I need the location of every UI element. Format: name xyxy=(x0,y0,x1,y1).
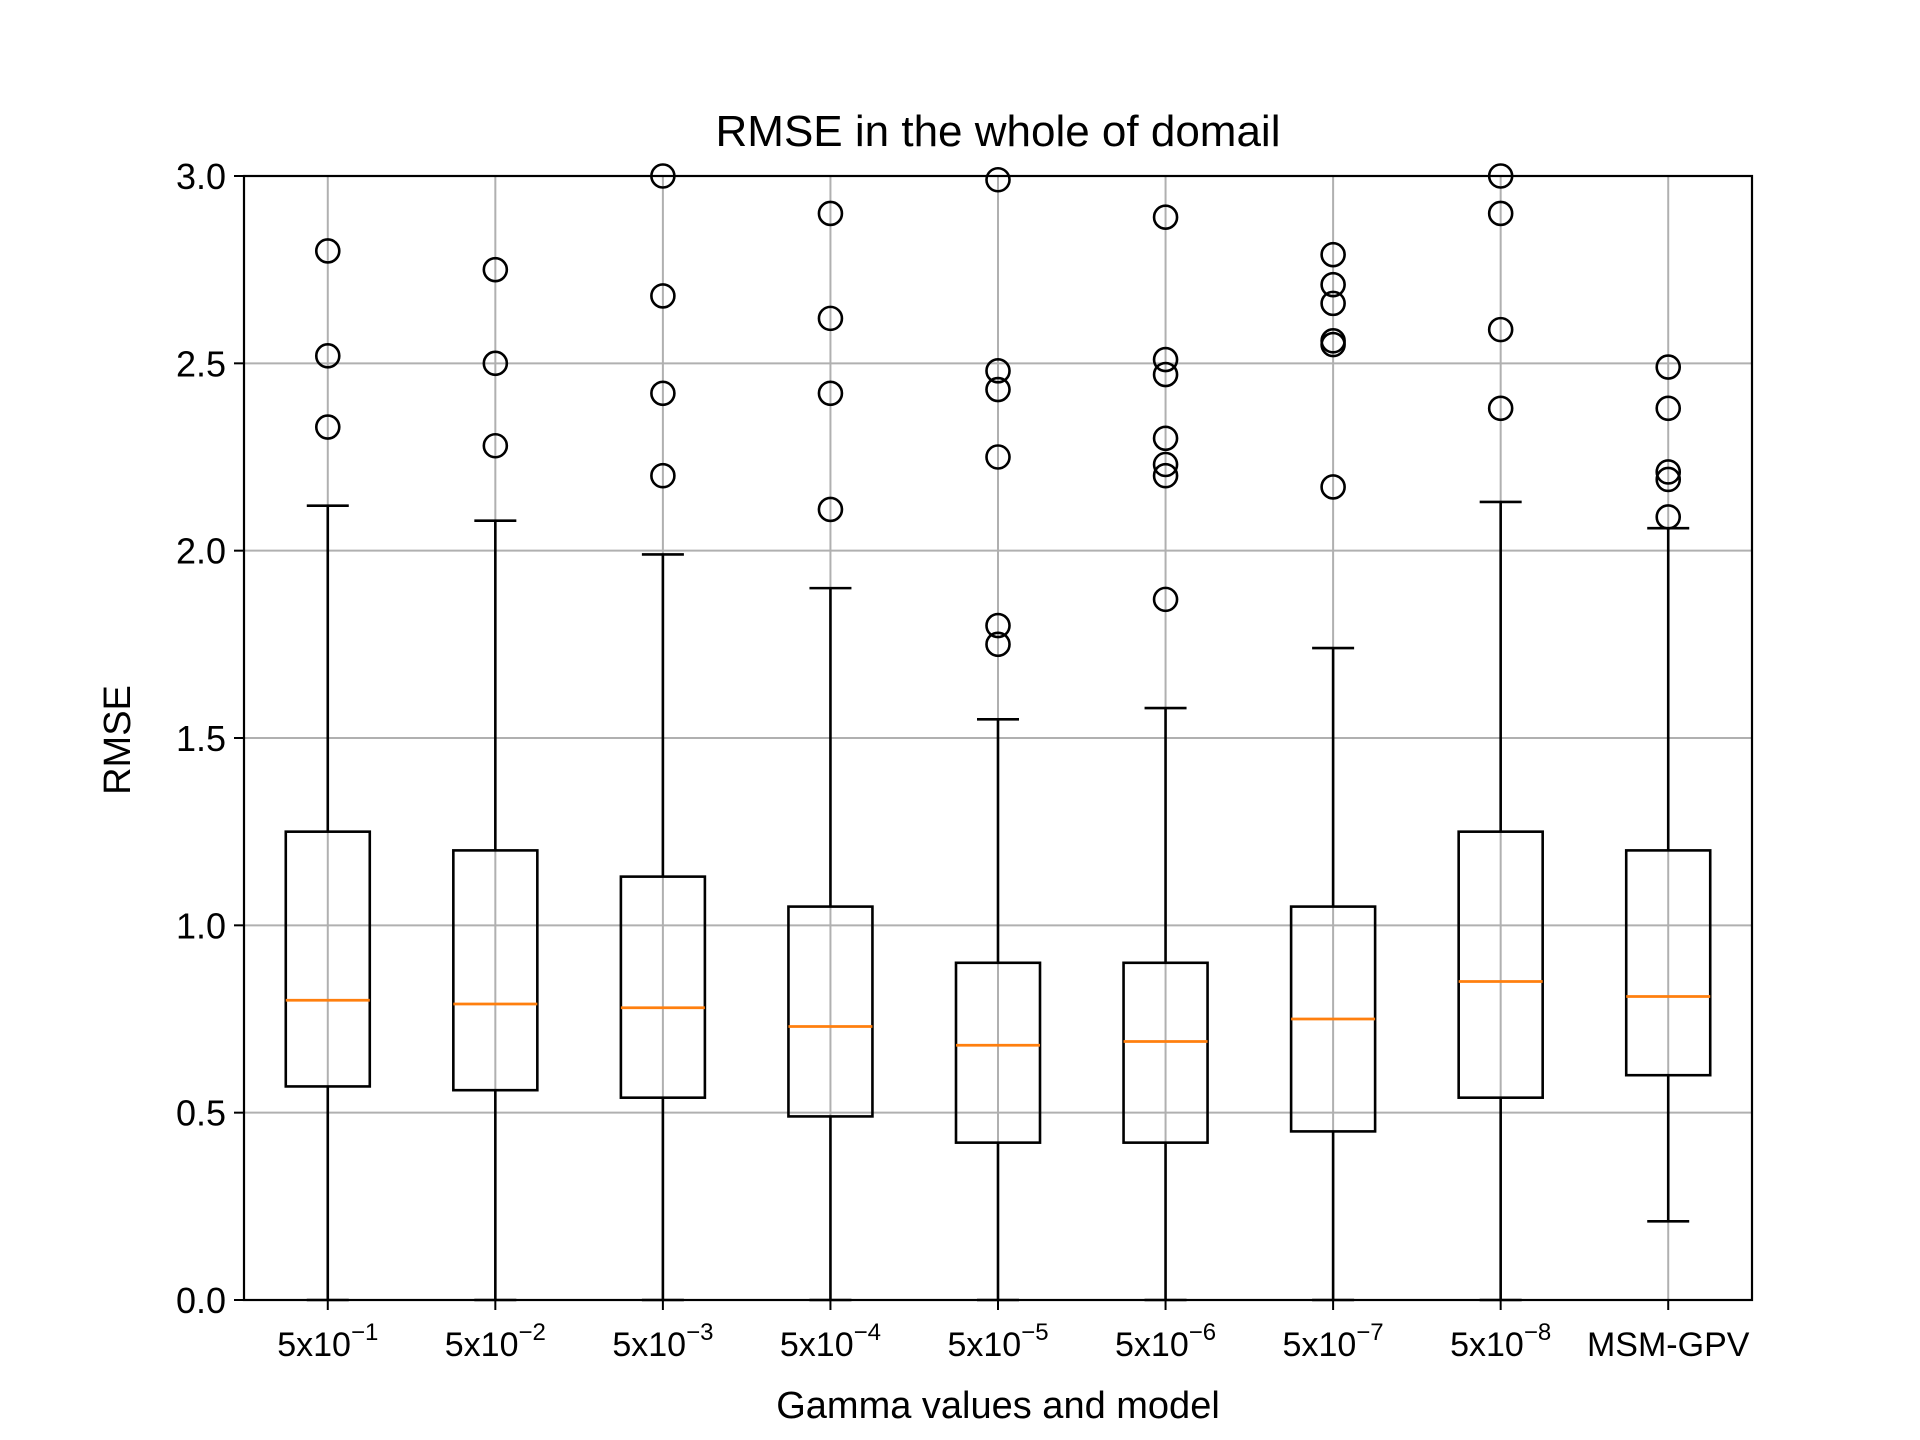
box-group xyxy=(1289,241,1377,1302)
outlier-point xyxy=(1655,395,1682,422)
outlier-point xyxy=(314,414,341,440)
outlier-point xyxy=(1655,354,1682,380)
x-tick-label: 5x10−1 xyxy=(277,1319,378,1364)
y-tick-label: 1.5 xyxy=(176,718,226,759)
x-tick-label-base: 5x10 xyxy=(445,1326,519,1364)
outlier-point xyxy=(314,343,341,369)
x-tick-label: MSM-GPV xyxy=(1587,1326,1750,1364)
outlier-point xyxy=(1152,451,1179,478)
x-tick-label: 5x10−7 xyxy=(1283,1319,1384,1364)
iqr-box xyxy=(787,905,874,1118)
outlier-point xyxy=(314,238,341,264)
outlier-point xyxy=(1487,395,1514,422)
chart-title: RMSE in the whole of domail xyxy=(716,107,1281,156)
box-group xyxy=(619,163,707,1302)
x-tick-label-base: MSM-GPV xyxy=(1587,1326,1750,1364)
x-tick-label: 5x10−2 xyxy=(445,1319,546,1364)
x-tick-label-exponent: −8 xyxy=(1524,1319,1551,1346)
x-tick-label: 5x10−3 xyxy=(612,1319,713,1364)
x-tick-label-exponent: −6 xyxy=(1189,1319,1216,1346)
outlier-point xyxy=(985,631,1011,658)
x-tick-label-base: 5x10 xyxy=(277,1326,351,1364)
outlier-point xyxy=(817,496,844,523)
x-tick-label-base: 5x10 xyxy=(947,1326,1021,1364)
outlier-point xyxy=(1320,474,1346,500)
x-tick-label: 5x10−6 xyxy=(1115,1319,1216,1364)
outlier-point xyxy=(817,200,844,227)
box-group xyxy=(1624,354,1712,1223)
outlier-point xyxy=(1152,586,1179,613)
x-tick-label: 5x10−5 xyxy=(947,1319,1048,1364)
y-tick-label: 2.5 xyxy=(176,343,226,384)
outlier-point xyxy=(1320,290,1346,317)
iqr-box xyxy=(1122,961,1209,1144)
outlier-point xyxy=(1655,504,1682,530)
y-tick-label: 0.0 xyxy=(176,1280,226,1321)
x-tick-label-exponent: −3 xyxy=(686,1319,713,1346)
iqr-box xyxy=(284,830,372,1088)
y-tick-label: 3.0 xyxy=(176,156,226,197)
outlier-point xyxy=(482,256,509,283)
outlier-point xyxy=(1487,200,1514,227)
outlier-point xyxy=(650,462,676,489)
outlier-point xyxy=(1655,466,1682,493)
outlier-point xyxy=(1320,271,1346,298)
outlier-point xyxy=(1320,241,1346,268)
box-group xyxy=(787,200,874,1302)
outlier-point xyxy=(650,283,676,309)
outlier-point xyxy=(817,380,844,407)
x-tick-label-base: 5x10 xyxy=(1115,1326,1189,1364)
outlier-point xyxy=(985,358,1011,384)
x-tick-label-exponent: −1 xyxy=(351,1319,378,1346)
outlier-point xyxy=(985,376,1011,403)
x-tick-label-exponent: −4 xyxy=(854,1319,881,1346)
x-tick-label: 5x10−4 xyxy=(780,1319,881,1364)
outlier-point xyxy=(482,432,509,459)
box-group xyxy=(1457,163,1544,1302)
outlier-point xyxy=(817,305,844,332)
x-tick-label-base: 5x10 xyxy=(780,1326,854,1364)
outlier-point xyxy=(650,380,676,407)
iqr-box xyxy=(1624,849,1712,1077)
x-tick-label-exponent: −7 xyxy=(1356,1319,1383,1346)
outlier-point xyxy=(1655,459,1682,485)
outlier-point xyxy=(482,350,509,377)
iqr-box xyxy=(452,849,539,1092)
outlier-point xyxy=(1152,425,1179,452)
x-tick-label-base: 5x10 xyxy=(1450,1326,1524,1364)
x-tick-label-exponent: −2 xyxy=(519,1319,546,1346)
outlier-point xyxy=(985,612,1011,639)
y-tick-label: 2.0 xyxy=(176,531,226,572)
y-tick-label: 1.0 xyxy=(176,905,226,946)
outlier-point xyxy=(1320,328,1346,354)
x-tick-label-base: 5x10 xyxy=(1283,1326,1357,1364)
outlier-point xyxy=(985,166,1011,193)
outlier-point xyxy=(1487,316,1514,343)
outlier-point xyxy=(1152,361,1179,388)
iqr-box xyxy=(619,875,707,1099)
boxes xyxy=(284,163,1712,1302)
iqr-box xyxy=(954,961,1042,1144)
box-group xyxy=(1122,204,1209,1302)
outlier-point xyxy=(985,444,1011,470)
outlier-point xyxy=(1152,204,1179,231)
iqr-box xyxy=(1457,830,1544,1099)
x-tick-label-exponent: −5 xyxy=(1021,1319,1048,1346)
x-axis-label: Gamma values and model xyxy=(776,1385,1220,1427)
y-tick-label: 0.5 xyxy=(176,1093,226,1134)
y-axis-label: RMSE xyxy=(97,685,139,795)
outlier-point xyxy=(1152,462,1179,489)
box-group xyxy=(954,166,1042,1302)
x-tick-label: 5x10−8 xyxy=(1450,1319,1551,1364)
box-group xyxy=(284,238,372,1302)
x-tick-label-base: 5x10 xyxy=(612,1326,686,1364)
outlier-point xyxy=(1152,346,1179,373)
